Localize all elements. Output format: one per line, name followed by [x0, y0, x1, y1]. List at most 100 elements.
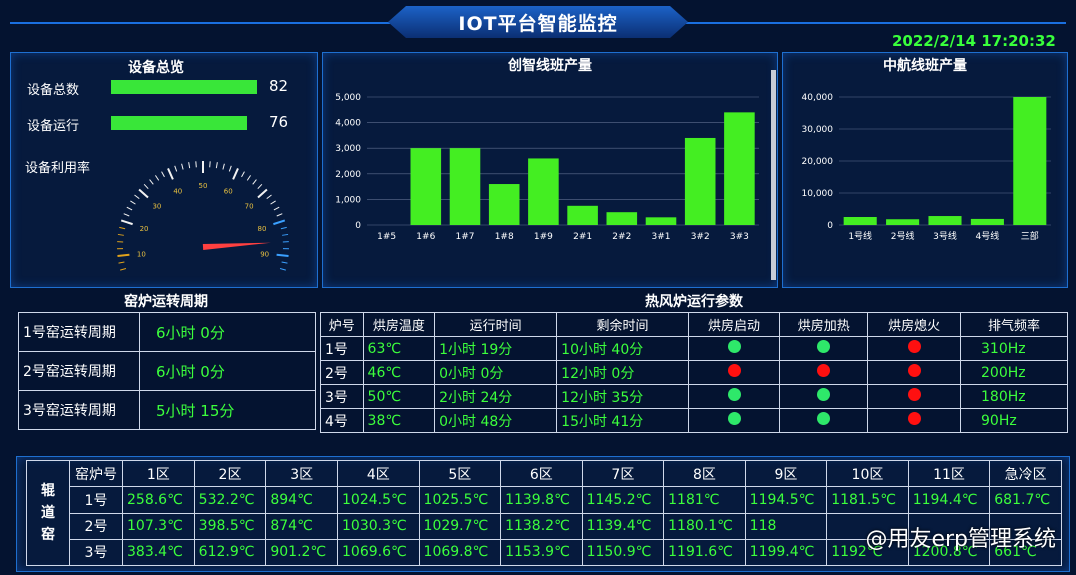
kiln-cycle-value: 5小时 15分: [139, 390, 316, 430]
column-header: 1区: [122, 459, 195, 488]
gauge-tick: [120, 219, 133, 226]
gauge-tick: [138, 188, 149, 199]
gauge-tick: [282, 233, 289, 236]
gauge-tick: [222, 163, 225, 170]
zone-temp: [826, 512, 909, 540]
kiln-cycle-title: 窑炉运转周期: [124, 294, 208, 310]
gauge-tick: [279, 268, 286, 271]
gauge-tick-label: 40: [173, 187, 182, 195]
cell-run: 2小时 24分: [434, 384, 558, 409]
page-title: IOT平台智能监控: [388, 6, 688, 38]
gauge-tick-label: 60: [224, 187, 233, 195]
zone-temp: 1139.4℃: [581, 512, 665, 540]
column-header: 窑炉号: [69, 459, 123, 488]
datetime-display: 2022/2/14 17:20:32: [892, 32, 1056, 50]
zone-temp: 1180.1℃: [663, 512, 746, 540]
zone-temp: 398.5℃: [193, 512, 267, 540]
zone-temp: 118: [744, 512, 828, 540]
gauge-tick: [174, 165, 178, 172]
cell-no: 2号: [320, 360, 364, 385]
device-running-value: 76: [269, 113, 289, 131]
bar: [843, 217, 877, 225]
gauge-tick: [215, 162, 218, 169]
cell-temp: 63℃: [362, 336, 436, 361]
gauge-tick: [266, 194, 272, 200]
y-tick-label: 5,000: [335, 93, 361, 103]
gauge-tick: [161, 171, 165, 178]
column-header: 烘房启动: [687, 312, 781, 337]
kiln-cycle-label: 3号窑运转周期: [18, 390, 140, 430]
y-tick-label: 40,000: [802, 93, 834, 103]
cell-run: 0小时 48分: [434, 408, 558, 433]
gauge-tick-label: 30: [152, 203, 161, 211]
x-tick-label: 1#8: [495, 232, 514, 242]
table-row: 2号窑运转周期 6小时 0分: [18, 351, 316, 391]
utilization-label: 设备利用率: [25, 161, 91, 176]
bar: [410, 148, 442, 225]
zone-temp: 107.3℃: [122, 512, 195, 540]
roller-kiln-side-label: 辊道窑: [26, 460, 70, 566]
watermark: @用友erp管理系统: [865, 527, 1056, 552]
x-tick-label: 2#1: [573, 232, 592, 242]
bar: [724, 112, 755, 225]
zone-temp: 612.9℃: [193, 538, 267, 567]
kiln-number: 2号: [69, 512, 123, 540]
cell-off: [867, 384, 962, 409]
column-header: 烘房熄火: [867, 312, 962, 337]
gauge-tick: [276, 213, 283, 217]
gauge-tick: [118, 261, 125, 264]
cell-temp: 50℃: [362, 384, 436, 409]
gauge-tick: [126, 206, 133, 211]
x-tick-label: 1#5: [377, 232, 396, 242]
column-header: 6区: [500, 459, 583, 488]
column-header: 烘房加热: [779, 312, 869, 337]
cell-freq: 180Hz: [960, 384, 1068, 409]
bar: [567, 205, 598, 225]
chart-left-scrollbar[interactable]: [771, 70, 776, 280]
x-tick-label: 1#9: [534, 232, 553, 242]
bar: [645, 217, 677, 225]
y-tick-label: 1,000: [335, 195, 361, 205]
column-header: 2区: [193, 459, 267, 488]
gauge-tick: [228, 165, 232, 172]
x-tick-label: 2号线: [891, 230, 915, 242]
cell-start: [687, 384, 781, 409]
roller-kiln-table: 辊道窑窑炉号 1区 2区 3区 4区 5区 6区 7区 8区 9区 10区 11区 急冷区 1号 258.6…: [26, 459, 1062, 567]
gauge-tick: [188, 162, 191, 169]
table-row: 3号 50℃ 2小时 24分 12小时 35分 180Hz: [320, 384, 1068, 409]
bar: [1013, 97, 1047, 225]
side-label-char: 辊: [41, 483, 55, 499]
cell-no: 4号: [320, 408, 364, 433]
gauge-tick: [167, 168, 174, 180]
column-header: 7区: [581, 459, 665, 488]
cell-remain: 15小时 41分: [556, 408, 689, 433]
gauge-tick: [181, 163, 184, 170]
zone-temp: 1138.2℃: [500, 512, 583, 540]
cell-freq: 200Hz: [960, 360, 1068, 385]
cell-heat: [779, 360, 869, 385]
chart-left-svg: 0 1,000 2,000 3,000 4,000 5,000 1#5 1#6 1#7 1#8 1#…: [335, 93, 759, 242]
bar: [488, 184, 520, 225]
gauge-tick: [252, 179, 257, 185]
gauge-tick: [246, 175, 252, 181]
zone-temp: 1069.8℃: [418, 538, 502, 567]
gauge-tick: [257, 188, 268, 199]
chart-right-svg: 0 10,000 20,000 30,000 40,000 1号线 2号线 3号线 4号线 三部: [802, 93, 1051, 242]
x-tick-label: 2#2: [612, 232, 631, 242]
bar: [449, 148, 481, 225]
column-header: 运行时间: [434, 312, 558, 337]
y-tick-label: 4,000: [335, 119, 361, 129]
x-tick-label: 4号线: [976, 230, 1000, 242]
cell-remain: 10小时 40分: [556, 336, 689, 361]
status-dot-icon: [817, 364, 831, 377]
gauge-tick-label: 50: [199, 182, 208, 190]
gauge-tick-label: 20: [140, 225, 149, 233]
kiln-cycle-label: 1号窑运转周期: [18, 312, 140, 352]
hot-air-title: 热风炉运行参数: [645, 294, 743, 310]
hot-air-table: 炉号 烘房温度 运行时间 剩余时间 烘房启动 烘房加热 烘房熄火 排气频率 1号 63℃ 1小时 1…: [320, 312, 1068, 433]
gauge-tick: [280, 226, 287, 230]
table-row: 3号 383.4℃ 612.9℃ 901.2℃ 1069.6℃ 1069.8℃ 1153.9…: [27, 538, 1062, 567]
gauge-tick: [149, 179, 154, 185]
gauge-tick: [134, 194, 140, 200]
zone-temp: 1181.5℃: [826, 486, 909, 514]
